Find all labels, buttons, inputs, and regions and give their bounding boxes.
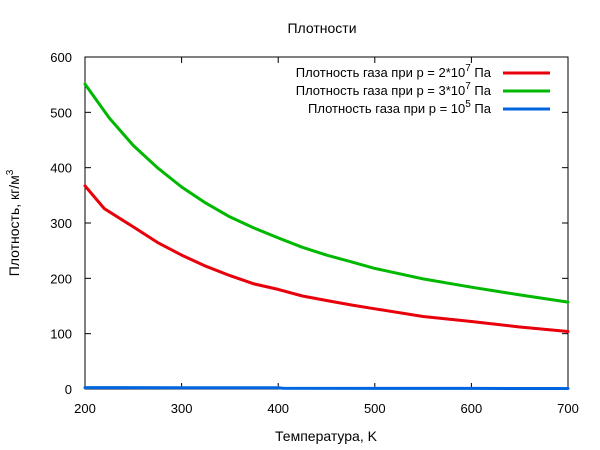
legend-label-base: Плотность газа при p = 10 [308, 101, 465, 116]
y-axis-title: Плотность, кг/м3 [5, 169, 22, 276]
y-tick-label: 500 [50, 105, 72, 120]
y-tick-label: 100 [50, 327, 72, 342]
x-tick-label: 200 [74, 401, 96, 416]
legend-item-1: Плотность газа при p = 2*107 Па [296, 63, 550, 80]
chart-title: Плотности [287, 20, 356, 36]
legend-label-sup: 7 [465, 63, 471, 74]
legend-label-tail: Па [471, 101, 492, 116]
legend-item-3: Плотность газа при p = 105 Па [308, 99, 550, 116]
legend-label-base: Плотность газа при p = 2*10 [296, 65, 466, 80]
x-tick-label: 600 [461, 401, 483, 416]
y-axis-title-sup: 3 [5, 169, 16, 175]
series-line-1 [83, 184, 570, 333]
x-axis-title: Температура, K [275, 428, 378, 444]
legend-label: Плотность газа при p = 105 Па [308, 99, 492, 116]
x-tick-label: 400 [267, 401, 289, 416]
x-tick-label: 300 [171, 401, 193, 416]
y-tick-label: 200 [50, 271, 72, 286]
legend-label-tail: Па [471, 65, 492, 80]
legend-label: Плотность газа при p = 2*107 Па [296, 63, 492, 80]
x-tick-label: 500 [364, 401, 386, 416]
y-tick-label: 0 [65, 382, 72, 397]
series-lines [83, 82, 570, 390]
y-axis-ticks: 0 100 200 300 400 500 600 [50, 50, 568, 397]
legend-item-2: Плотность газа при p = 3*107 Па [296, 81, 550, 98]
y-tick-label: 300 [50, 216, 72, 231]
legend-label-base: Плотность газа при p = 3*10 [296, 83, 466, 98]
legend: Плотность газа при p = 2*107 ПаПлотность… [296, 63, 550, 116]
legend-label: Плотность газа при p = 3*107 Па [296, 81, 492, 98]
legend-label-sup: 7 [465, 81, 471, 92]
y-axis-title-base: Плотность, кг/м [6, 175, 22, 276]
legend-label-sup: 5 [465, 99, 471, 110]
series-line-3 [83, 386, 570, 390]
y-tick-label: 600 [50, 50, 72, 65]
legend-label-tail: Па [471, 83, 492, 98]
y-tick-label: 400 [50, 161, 72, 176]
x-tick-label: 700 [557, 401, 579, 416]
series-line-2 [83, 82, 570, 304]
